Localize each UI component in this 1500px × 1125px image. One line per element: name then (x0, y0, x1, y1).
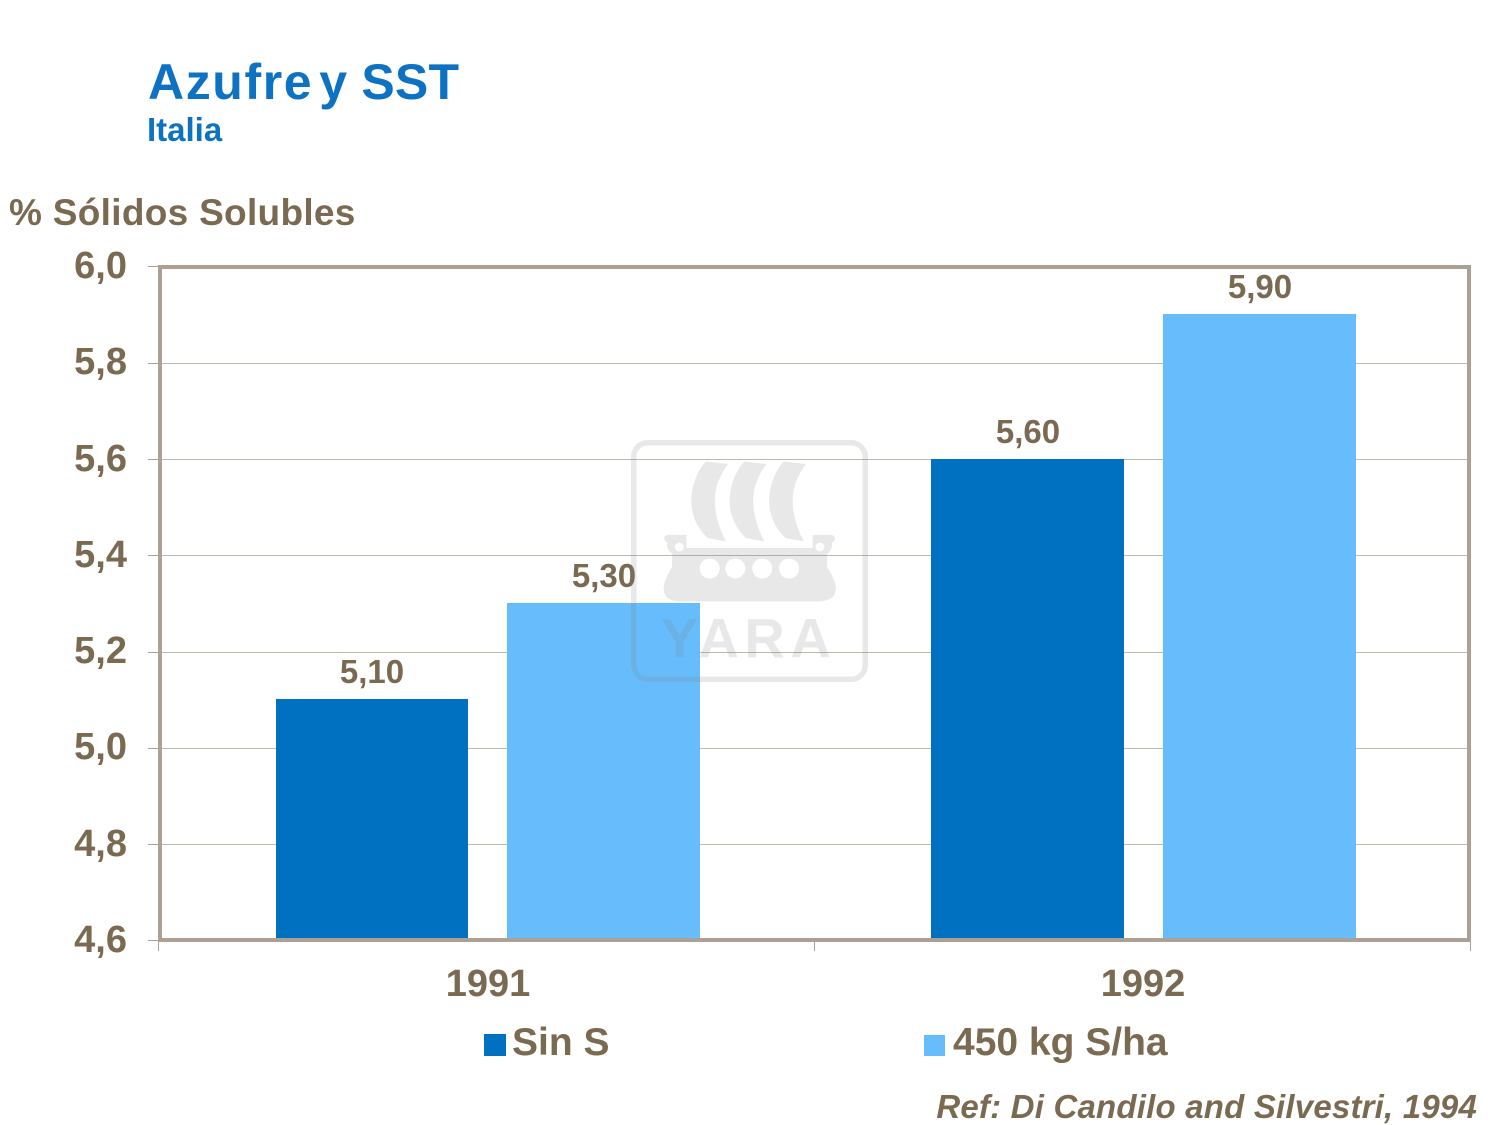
svg-text:YARA: YARA (661, 607, 837, 670)
